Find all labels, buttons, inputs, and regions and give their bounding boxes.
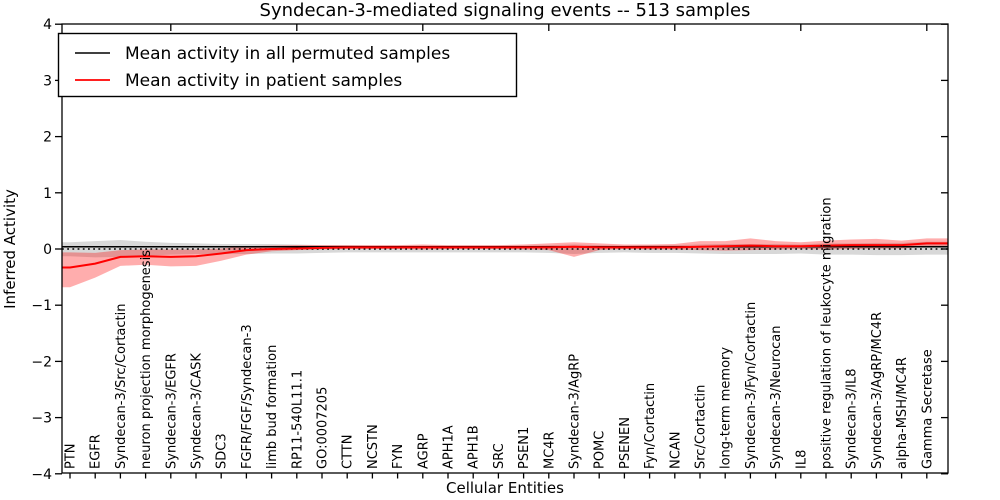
y-tick-label: 3 [43, 73, 52, 89]
x-tick-label: Syndecan-3/AgRP [568, 354, 583, 469]
x-tick-label: positive regulation of leukocyte migrati… [820, 197, 835, 469]
x-tick-label: long-term memory [719, 347, 734, 469]
x-tick-label: SRC [492, 443, 507, 469]
chart-title: Syndecan-3-mediated signaling events -- … [260, 0, 751, 21]
x-tick-labels: PTN EGFR Syndecan-3/Src/Cortactin neuron pr… [64, 197, 936, 469]
x-tick-label: Syndecan-3/AgRP/MC4R [870, 312, 885, 469]
x-tick-label: PSEN1 [517, 427, 532, 469]
legend: Mean activity in all permuted samples Me… [57, 32, 518, 98]
y-tick-labels: 4 3 2 1 0 −1 −2 −3 −4 [31, 17, 52, 483]
x-tick-label: PTN [64, 443, 79, 469]
x-tick-label: SDC3 [215, 433, 230, 469]
legend-label-permuted-samples: Mean activity in all permuted samples [125, 44, 450, 64]
legend-box [57, 32, 518, 98]
legend-label-patient-samples: Mean activity in patient samples [125, 71, 402, 91]
series-lines [62, 242, 948, 269]
x-tick-label: CTTN [341, 435, 356, 469]
y-tick-label: −2 [31, 354, 52, 370]
y-tick-label: −4 [31, 467, 52, 483]
x-tick-label: GO:0007205 [316, 387, 331, 469]
x-tick-label: neuron projection morphogenesis [139, 250, 154, 469]
x-tick-label: EGFR [89, 434, 104, 469]
y-tick-label: −1 [31, 298, 52, 314]
x-tick-label: Syndecan-3/IL8 [845, 369, 860, 469]
x-tick-label: Src/Cortactin [694, 385, 709, 469]
x-tick-label: AGRP [416, 433, 431, 469]
x-tick-label: NCSTN [366, 424, 381, 469]
x-tick-label: APH1A [442, 425, 457, 469]
x-tick-label: PSENEN [618, 417, 633, 469]
y-axis-label: Inferred Activity [1, 189, 19, 309]
x-tick-label: MC4R [542, 431, 557, 469]
series-line-patient [62, 242, 948, 269]
axis-ticks [55, 23, 948, 479]
x-tick-label: IL8 [794, 450, 809, 469]
x-tick-label: Gamma Secretase [920, 349, 935, 469]
x-tick-label: limb bud formation [265, 345, 280, 469]
x-tick-label: Syndecan-3/EGFR [164, 353, 179, 469]
x-tick-label: Syndecan-3/CASK [190, 353, 205, 469]
band-patient-samples-range [62, 238, 948, 288]
x-tick-label: APH1B [467, 425, 482, 469]
x-tick-label: Syndecan-3/Fyn/Cortactin [744, 302, 759, 469]
x-tick-label: FGFR/FGF/Syndecan-3 [240, 324, 255, 469]
x-axis-label: Cellular Entities [446, 479, 564, 497]
x-tick-label: Syndecan-3/Neurocan [769, 326, 784, 469]
x-tick-label: NCAN [668, 432, 683, 469]
x-tick-label: POMC [593, 431, 608, 469]
x-tick-label: alpha-MSH/MC4R [895, 357, 910, 469]
y-tick-label: 4 [43, 17, 52, 33]
y-tick-label: 1 [43, 186, 52, 202]
y-tick-label: −3 [31, 411, 52, 427]
x-tick-label: FYN [391, 444, 406, 469]
plot-border [61, 23, 949, 474]
x-tick-label: Syndecan-3/Src/Cortactin [114, 303, 129, 469]
x-tick-label: Fyn/Cortactin [643, 383, 658, 469]
y-tick-label: 2 [43, 130, 52, 146]
x-tick-label: RP11-540L11.1 [290, 370, 305, 469]
y-tick-label: 0 [43, 242, 52, 258]
